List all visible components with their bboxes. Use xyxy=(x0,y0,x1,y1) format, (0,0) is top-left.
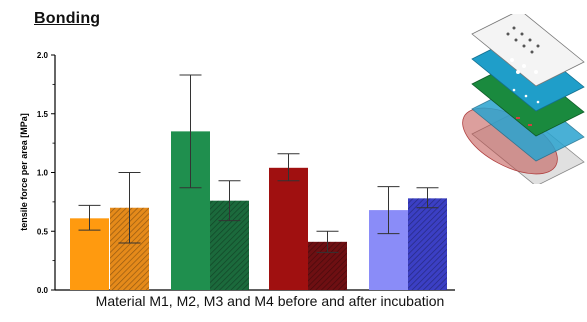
green-layer-dots xyxy=(512,88,540,104)
bar-chart: tensile force per area [MPa] 0.0 0.5 1.0 1.… xyxy=(19,51,455,295)
x-axis-caption: Material M1, M2, M3 and M4 before and af… xyxy=(95,293,445,309)
y-axis-label: tensile force per area [MPa] xyxy=(19,113,29,231)
bar-hatch-m4-after xyxy=(408,198,447,290)
top-plate-holes xyxy=(506,26,540,54)
y-tick-label: 0.5 xyxy=(37,227,49,236)
y-tick-label: 2.0 xyxy=(37,51,49,60)
stack-layer-top-plate xyxy=(471,14,585,87)
blue-layer-dots xyxy=(510,58,538,74)
bar-m3-before xyxy=(269,167,308,290)
highlight-marks xyxy=(516,117,532,126)
y-tick-label: 1.5 xyxy=(37,110,49,119)
y-tick-label: 1.0 xyxy=(37,169,49,178)
layered-bonding-stack-illustration xyxy=(462,14,585,184)
bars xyxy=(70,74,447,290)
page-title: Bonding xyxy=(34,10,101,27)
y-tick-label: 0.0 xyxy=(37,286,49,295)
